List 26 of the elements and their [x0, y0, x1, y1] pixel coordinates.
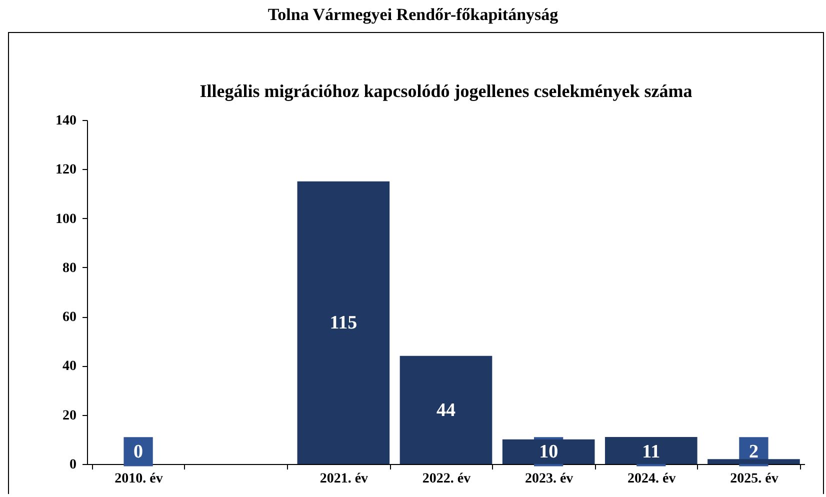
data-label: 2 [748, 442, 758, 463]
bar [400, 356, 492, 464]
x-tick-label: 2010. év [114, 472, 163, 486]
y-tick-label: 100 [56, 212, 76, 227]
y-tick-label: 120 [56, 162, 76, 178]
y-tick-label: 140 [56, 114, 76, 128]
data-label: 11 [642, 442, 660, 463]
y-tick-label: 80 [62, 260, 76, 276]
y-tick-label: 40 [62, 359, 76, 374]
y-tick-label: 60 [62, 310, 76, 326]
x-tick-label: 2022. év [422, 472, 471, 486]
x-tick-label: 2023. év [524, 472, 574, 486]
chart-title: Tolna Vármegyei Rendőr-főkapitányság [266, 4, 560, 26]
data-label: 44 [436, 400, 456, 421]
x-tick-label: 2024. év [628, 472, 676, 486]
data-label: 0 [134, 442, 144, 463]
bar [604, 436, 698, 464]
bar [708, 459, 800, 464]
x-tick-label: 2021. év [320, 472, 368, 486]
x-tick-label: 2025. év [730, 472, 778, 486]
data-label: 10 [539, 442, 558, 463]
y-tick-label: 20 [62, 408, 76, 424]
bar [297, 181, 390, 464]
y-tick-label: 0 [70, 458, 76, 472]
data-label: 115 [330, 312, 358, 334]
chart-subtitle: Illegális migrációhoz kapcsolódó jogellenes cselekmények száma [200, 81, 692, 101]
